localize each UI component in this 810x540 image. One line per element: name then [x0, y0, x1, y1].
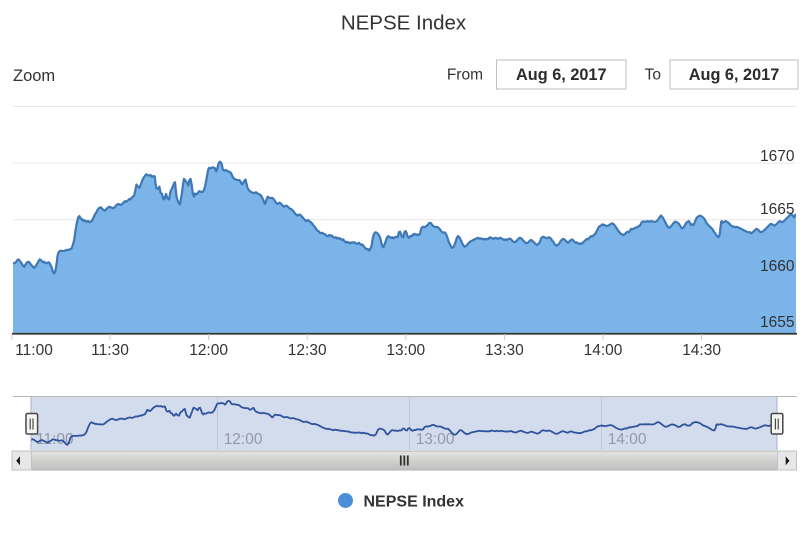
- svg-text:11:30: 11:30: [91, 342, 129, 359]
- svg-text:NEPSE Index: NEPSE Index: [364, 494, 465, 511]
- svg-text:Aug 6, 2017: Aug 6, 2017: [516, 66, 607, 84]
- svg-text:14:00: 14:00: [584, 342, 623, 359]
- svg-text:12:00: 12:00: [224, 431, 263, 448]
- svg-text:From: From: [447, 67, 483, 84]
- svg-text:NEPSE Index: NEPSE Index: [341, 12, 467, 35]
- svg-text:11:00: 11:00: [15, 342, 53, 359]
- svg-text:To: To: [645, 67, 661, 84]
- svg-text:14:30: 14:30: [682, 342, 721, 359]
- svg-text:12:00: 12:00: [189, 342, 228, 359]
- svg-text:Aug 6, 2017: Aug 6, 2017: [689, 66, 780, 84]
- svg-text:1670: 1670: [760, 148, 795, 165]
- svg-text:1660: 1660: [760, 258, 795, 275]
- svg-text:1655: 1655: [760, 314, 794, 331]
- svg-text:14:00: 14:00: [608, 431, 647, 448]
- svg-text:13:00: 13:00: [416, 431, 455, 448]
- svg-text:12:30: 12:30: [288, 342, 327, 359]
- svg-text:13:00: 13:00: [386, 342, 425, 359]
- svg-text:13:30: 13:30: [485, 342, 524, 359]
- svg-text:1665: 1665: [760, 201, 794, 218]
- svg-text:Zoom: Zoom: [13, 67, 55, 85]
